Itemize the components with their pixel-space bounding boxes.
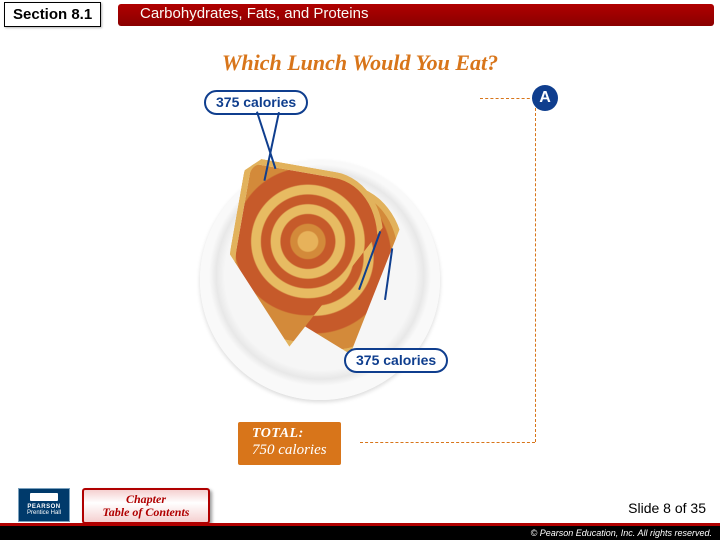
callout-slice2: 375 calories <box>344 348 448 373</box>
toc-line2: Table of Contents <box>103 506 190 519</box>
section-tab: Section 8.1 <box>4 2 101 27</box>
total-value: 750 calories <box>252 442 327 459</box>
header: Section 8.1 Carbohydrates, Fats, and Pro… <box>0 0 720 30</box>
footer: PEARSON Prentice Hall Chapter Table of C… <box>0 484 720 540</box>
publisher-imprint: Prentice Hall <box>27 510 61 516</box>
copyright: © Pearson Education, Inc. All rights res… <box>0 526 720 540</box>
dash-to-total <box>360 442 535 443</box>
dash-vertical <box>535 98 536 442</box>
chapter-title: Carbohydrates, Fats, and Proteins <box>140 5 368 22</box>
lunch-figure: A 375 calories 375 calories TOTAL: 750 c… <box>160 90 560 470</box>
slide-body: Which Lunch Would You Eat? A 375 calorie… <box>0 30 720 480</box>
slide-number: Slide 8 of 35 <box>628 500 706 516</box>
option-badge: A <box>532 85 558 111</box>
dash-horizontal <box>480 98 535 99</box>
toc-button[interactable]: Chapter Table of Contents <box>82 488 210 524</box>
total-box: TOTAL: 750 calories <box>238 422 341 465</box>
figure-title: Which Lunch Would You Eat? <box>0 50 720 76</box>
total-label: TOTAL: <box>252 426 327 442</box>
publisher-badge: PEARSON Prentice Hall <box>18 488 70 522</box>
